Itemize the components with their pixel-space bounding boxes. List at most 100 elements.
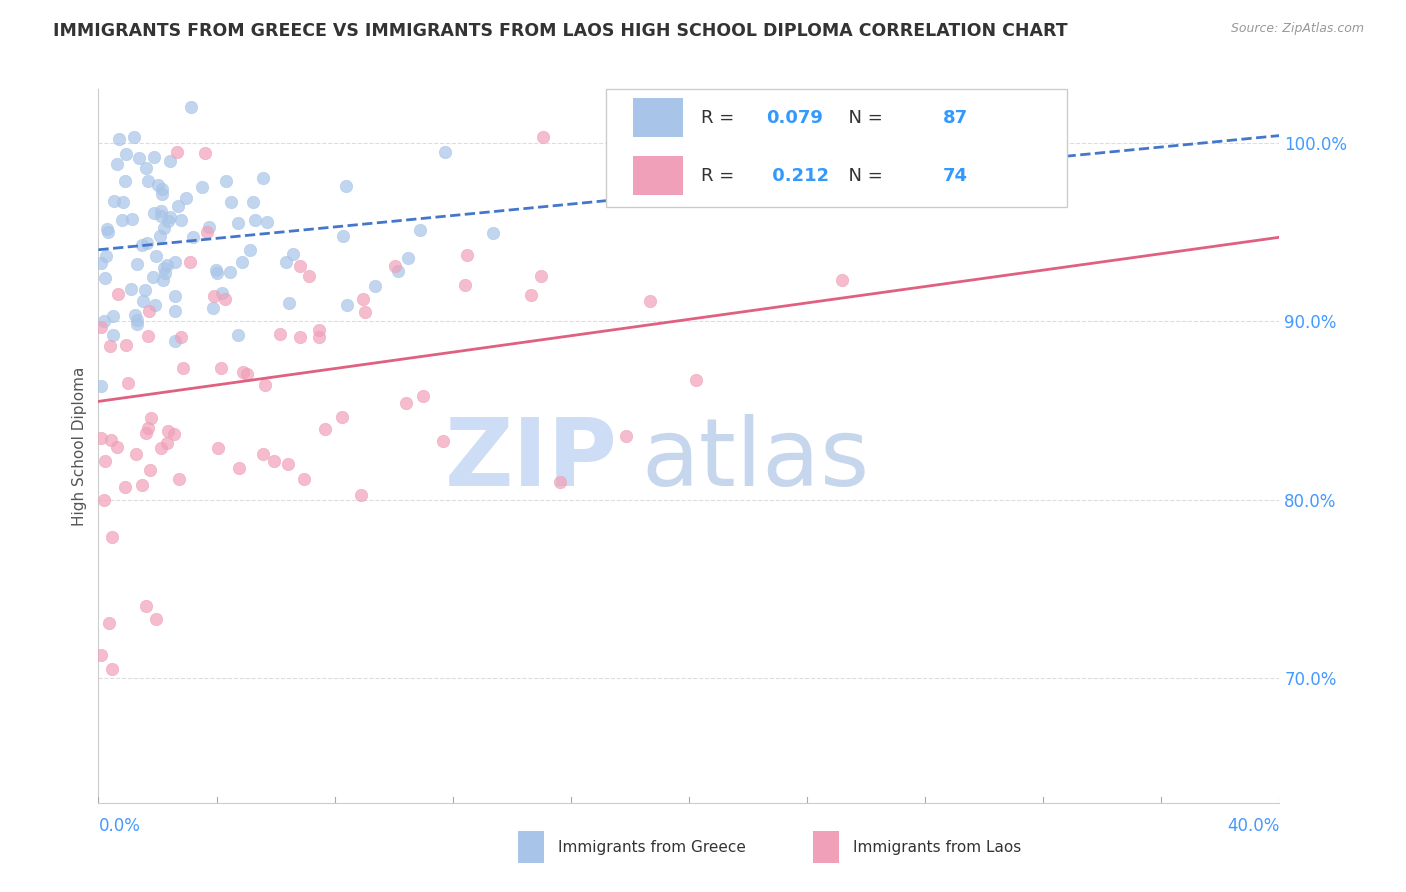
Point xyxy=(614,428,637,442)
Point xyxy=(150,442,173,456)
Point xyxy=(167,472,190,486)
Bar xyxy=(634,156,683,195)
Point xyxy=(685,373,707,387)
Point xyxy=(292,471,315,485)
Point xyxy=(236,368,259,382)
Text: 87: 87 xyxy=(943,109,967,127)
Point xyxy=(242,194,264,209)
Point xyxy=(283,246,305,260)
Point xyxy=(163,427,186,442)
Text: 0.0%: 0.0% xyxy=(98,817,141,835)
Point xyxy=(142,269,165,284)
Point xyxy=(105,440,128,454)
Point xyxy=(128,151,150,165)
Point xyxy=(202,289,225,303)
Point xyxy=(191,179,214,194)
Point xyxy=(97,225,120,239)
Text: N =: N = xyxy=(837,167,889,185)
Point xyxy=(98,339,121,353)
Point xyxy=(93,492,115,507)
Point xyxy=(132,294,155,309)
Point xyxy=(90,648,112,662)
Point xyxy=(456,248,478,262)
Point xyxy=(103,309,125,323)
Point xyxy=(114,174,136,188)
Point xyxy=(127,317,149,331)
Point xyxy=(150,182,173,196)
Bar xyxy=(517,831,544,863)
Text: 40.0%: 40.0% xyxy=(1227,817,1279,835)
Point xyxy=(231,255,253,269)
Point xyxy=(198,219,221,234)
Point xyxy=(136,329,159,343)
Point xyxy=(149,204,172,219)
Point xyxy=(107,286,129,301)
Point xyxy=(152,273,174,287)
Point xyxy=(101,530,124,544)
Point xyxy=(209,360,232,375)
Point xyxy=(135,235,157,250)
Point xyxy=(231,365,253,379)
Text: N =: N = xyxy=(837,109,889,127)
Point xyxy=(156,424,179,438)
Text: Immigrants from Laos: Immigrants from Laos xyxy=(853,840,1021,855)
Text: 74: 74 xyxy=(943,167,967,185)
Point xyxy=(136,174,159,188)
Point xyxy=(112,194,135,209)
Point xyxy=(159,153,181,168)
Point xyxy=(290,260,312,274)
Text: IMMIGRANTS FROM GREECE VS IMMIGRANTS FROM LAOS HIGH SCHOOL DIPLOMA CORRELATION C: IMMIGRANTS FROM GREECE VS IMMIGRANTS FRO… xyxy=(53,22,1069,40)
Point xyxy=(387,263,409,277)
Point xyxy=(90,379,112,393)
Point xyxy=(530,269,553,284)
Point xyxy=(146,178,169,192)
Point xyxy=(252,447,274,461)
Point xyxy=(269,327,291,342)
Point xyxy=(139,411,162,425)
Text: R =: R = xyxy=(700,167,740,185)
Point xyxy=(353,305,375,319)
Point xyxy=(308,323,330,337)
Point xyxy=(93,314,115,328)
Point xyxy=(290,329,312,343)
Point xyxy=(277,457,299,471)
Point xyxy=(396,251,419,265)
Point xyxy=(548,475,571,489)
Point xyxy=(145,612,167,626)
Point xyxy=(218,265,240,279)
Point xyxy=(638,293,661,308)
Point xyxy=(214,293,236,307)
Point xyxy=(108,132,131,146)
Point xyxy=(180,100,202,114)
Point xyxy=(157,214,180,228)
Point xyxy=(332,229,354,244)
Point xyxy=(135,426,157,441)
Point xyxy=(100,433,122,447)
Point xyxy=(145,249,167,263)
Y-axis label: High School Diploma: High School Diploma xyxy=(72,367,87,525)
Point xyxy=(228,461,250,475)
Point xyxy=(831,273,853,287)
Point xyxy=(724,149,747,163)
Point xyxy=(432,434,454,449)
Point xyxy=(114,480,136,494)
Point xyxy=(101,327,124,342)
Point xyxy=(336,298,359,312)
Point xyxy=(253,378,276,392)
Point xyxy=(349,488,371,502)
Point xyxy=(150,187,173,202)
Point xyxy=(124,308,146,322)
Point xyxy=(134,283,156,297)
Point xyxy=(125,257,148,271)
Point xyxy=(201,301,224,315)
Point xyxy=(194,145,217,160)
Point xyxy=(219,195,242,210)
Point xyxy=(167,199,190,213)
Point xyxy=(93,454,115,468)
Point xyxy=(243,213,266,227)
Point xyxy=(215,174,238,188)
Point xyxy=(207,441,229,455)
Point xyxy=(125,446,148,460)
Point xyxy=(138,421,160,435)
Point xyxy=(170,330,193,344)
